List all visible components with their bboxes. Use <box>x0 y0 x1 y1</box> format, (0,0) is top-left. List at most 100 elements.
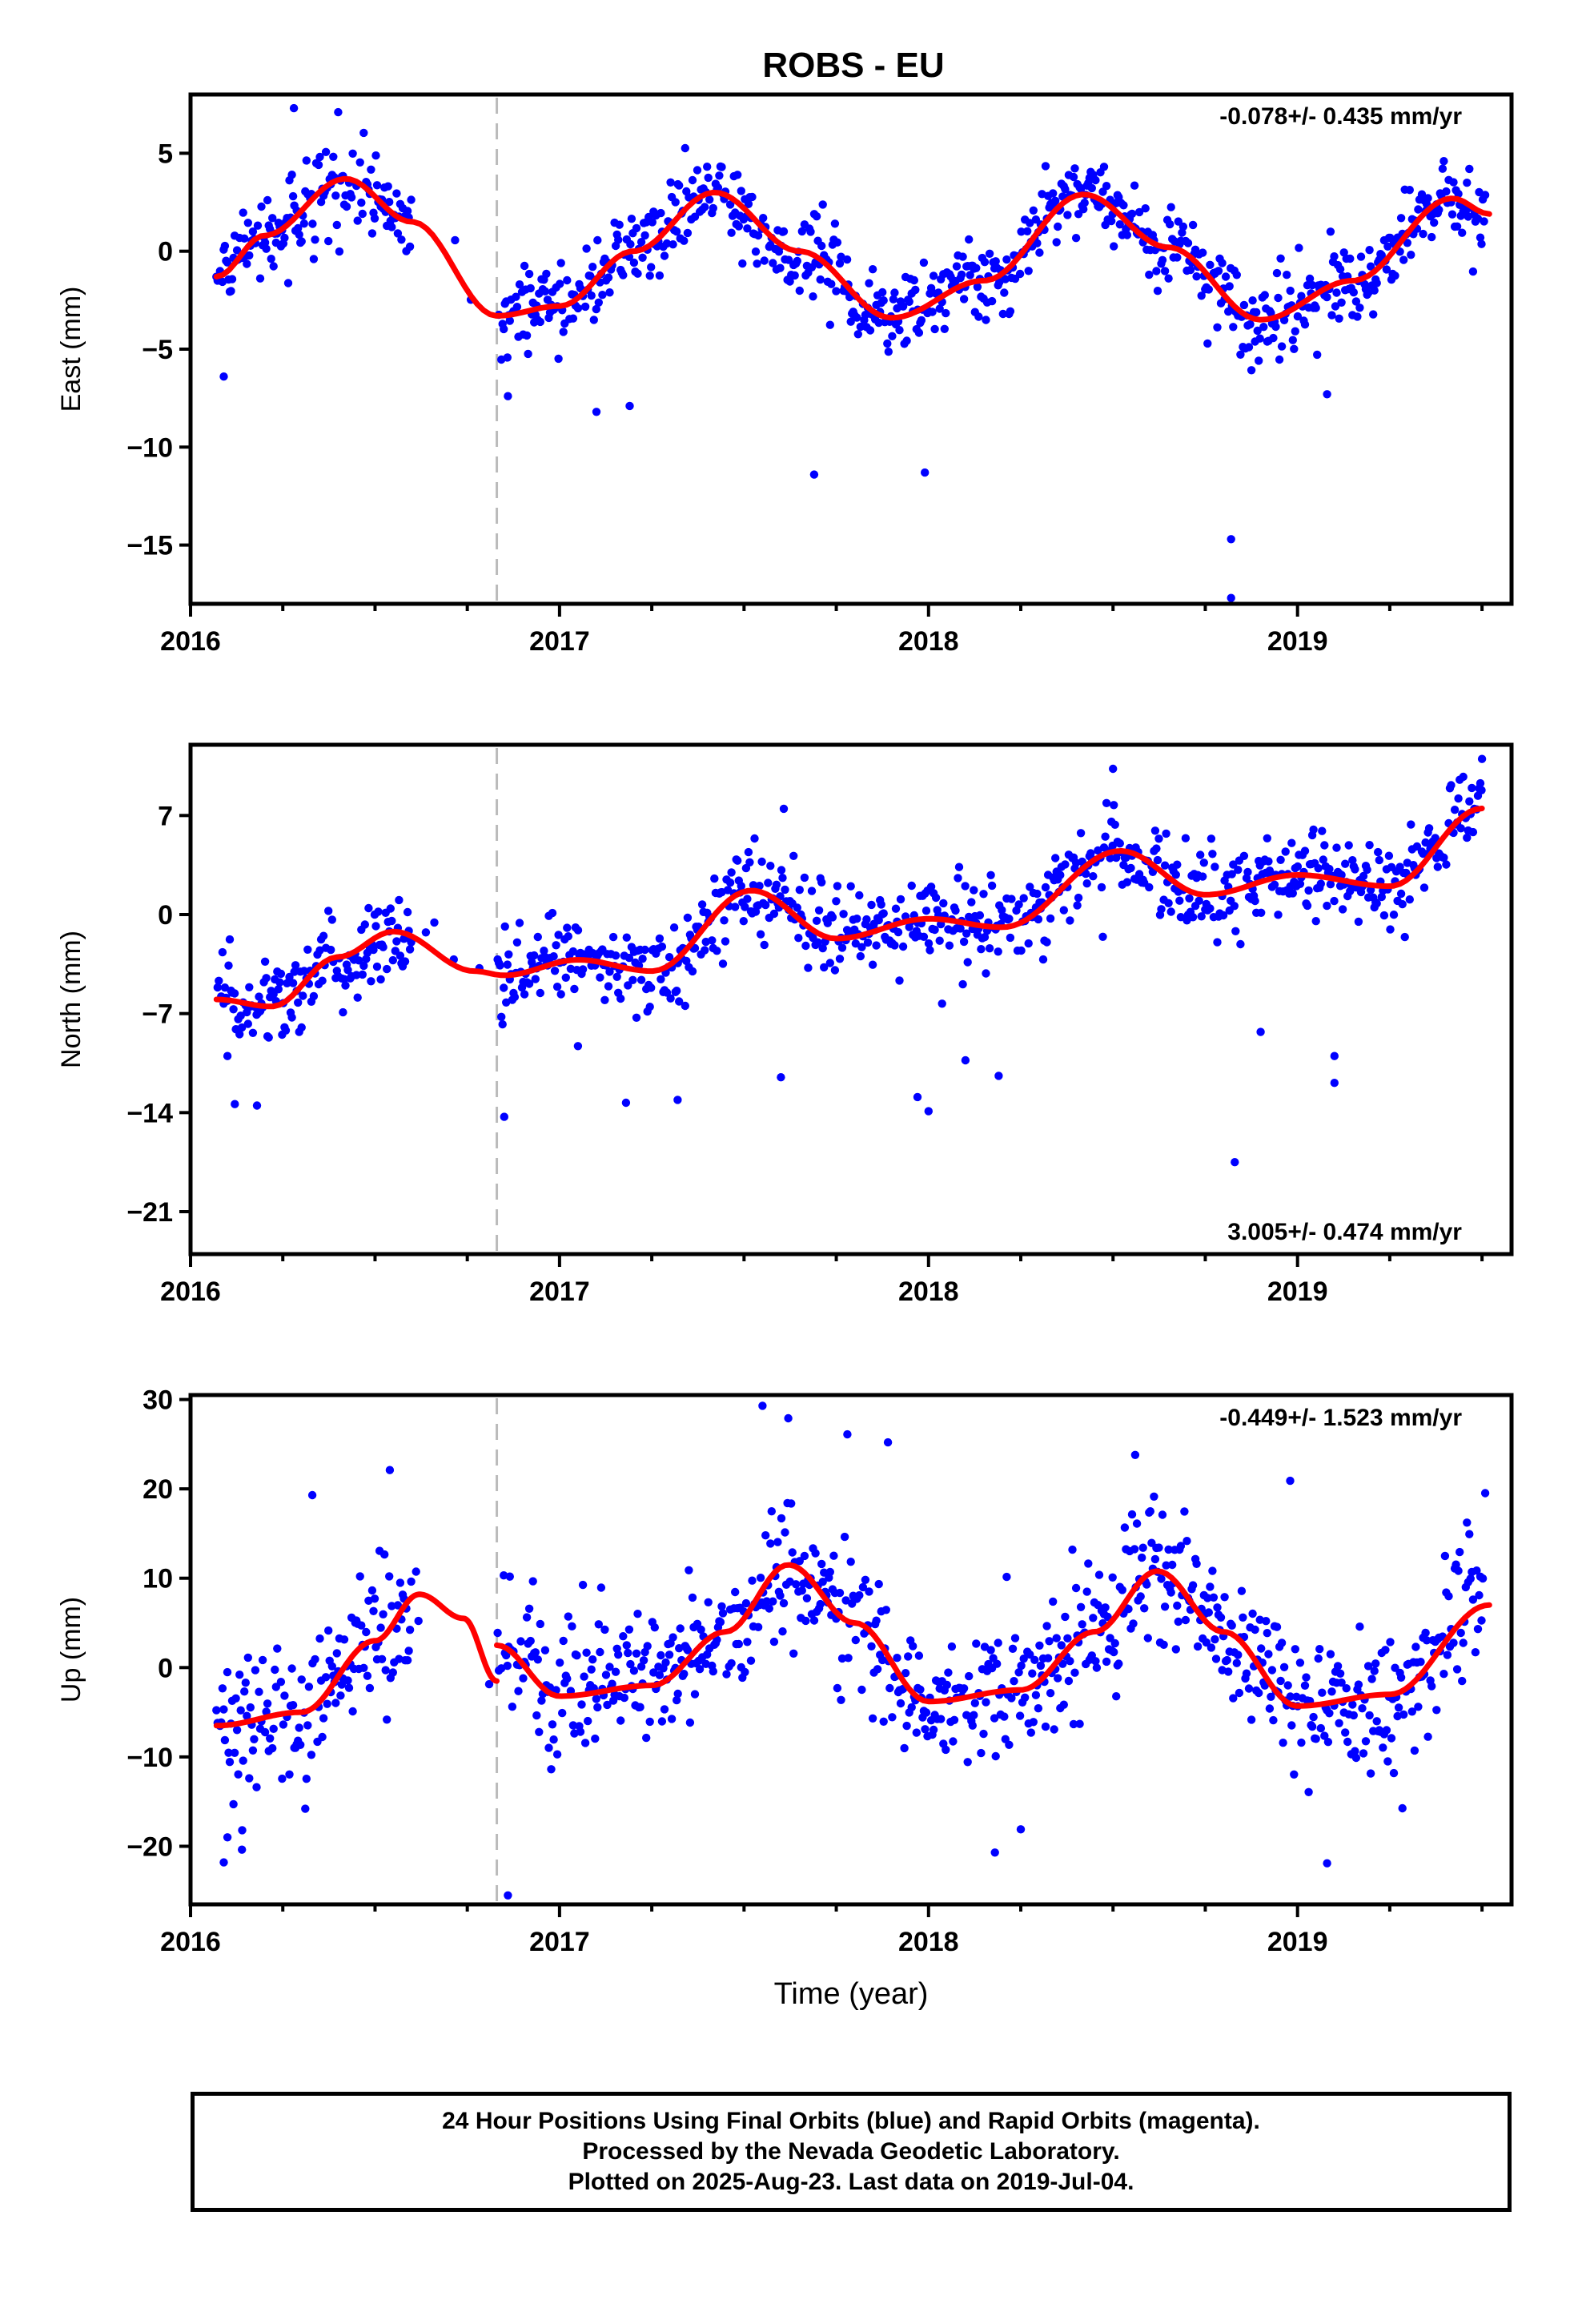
point-up-66 <box>304 1683 314 1691</box>
point-up-220 <box>596 1583 606 1592</box>
point-up-42 <box>269 1724 278 1733</box>
point-up-219 <box>596 1647 604 1657</box>
point-north-459 <box>896 895 905 904</box>
point-north-708 <box>1231 927 1240 936</box>
point-north-105 <box>355 956 363 965</box>
point-north-140 <box>400 957 410 966</box>
point-up-40 <box>266 1734 275 1743</box>
point-up-77 <box>323 1699 331 1708</box>
point-up-22 <box>241 1679 250 1687</box>
point-up-209 <box>584 1716 592 1726</box>
point-north-868 <box>1439 853 1448 862</box>
point-up-769 <box>1315 1645 1324 1654</box>
point-north-676 <box>1188 913 1198 922</box>
point-north-627 <box>1122 878 1132 887</box>
point-up-8 <box>224 1748 233 1757</box>
point-north-683 <box>1197 912 1206 921</box>
point-north-489 <box>938 999 946 1008</box>
point-up-61 <box>297 1675 306 1684</box>
point-up-771 <box>1318 1688 1327 1697</box>
point-east-718 <box>1247 366 1256 375</box>
point-east-453 <box>902 336 911 345</box>
point-up-429 <box>874 1579 883 1589</box>
point-north-660 <box>1166 907 1175 916</box>
point-up-579 <box>1071 1583 1081 1593</box>
point-up-573 <box>1063 1634 1072 1642</box>
point-north-872 <box>1447 781 1456 790</box>
point-north-212 <box>573 926 583 935</box>
point-up-103 <box>355 1572 364 1581</box>
point-up-588 <box>1082 1587 1091 1596</box>
point-up-260 <box>650 1623 659 1632</box>
point-up-656 <box>1166 1588 1175 1597</box>
point-east-172 <box>524 349 532 359</box>
point-up-875 <box>1452 1665 1462 1674</box>
point-up-251 <box>636 1662 646 1671</box>
point-up-715 <box>1244 1684 1254 1693</box>
point-east-316 <box>715 171 724 180</box>
point-east-716 <box>1244 343 1254 352</box>
point-east-701 <box>1225 282 1234 291</box>
point-north-869 <box>1442 860 1451 869</box>
point-east-857 <box>1427 232 1436 242</box>
point-up-707 <box>1234 1651 1243 1659</box>
point-east-8 <box>223 258 232 267</box>
point-east-402 <box>835 259 845 268</box>
point-east-447 <box>895 326 904 335</box>
point-up-772 <box>1320 1731 1329 1740</box>
point-north-316 <box>710 874 719 883</box>
point-east-154 <box>500 324 508 334</box>
point-east-757 <box>1297 292 1306 300</box>
point-east-742 <box>1277 342 1287 351</box>
point-north-120 <box>374 907 383 916</box>
point-north-658 <box>1164 899 1173 908</box>
point-north-298 <box>688 967 697 976</box>
point-north-380 <box>794 934 803 943</box>
point-east-58 <box>287 171 296 179</box>
point-east-70 <box>302 156 311 165</box>
point-up-550 <box>1035 1641 1044 1650</box>
point-east-811 <box>1366 262 1375 271</box>
point-up-242 <box>626 1659 635 1669</box>
point-up-450 <box>904 1652 913 1661</box>
point-east-619 <box>1115 220 1125 229</box>
footnote-line-3: Plotted on 2025-Aug-23. Last data on 201… <box>568 2169 1134 2195</box>
point-up-532 <box>1010 1634 1020 1642</box>
point-up-688 <box>1209 1593 1219 1602</box>
point-up-711 <box>1239 1613 1247 1622</box>
point-up-612 <box>1112 1692 1121 1701</box>
point-north-153 <box>497 1012 506 1022</box>
point-north-281 <box>666 994 675 1003</box>
point-up-756 <box>1297 1738 1306 1747</box>
point-up-63 <box>301 1804 310 1813</box>
point-north-406 <box>830 966 840 975</box>
point-up-834 <box>1398 1803 1407 1813</box>
point-east-76 <box>311 235 319 244</box>
point-north-104 <box>353 993 362 1002</box>
point-up-165 <box>522 1613 532 1622</box>
point-east-380 <box>806 227 815 236</box>
point-up-381 <box>809 1616 819 1625</box>
point-north-432 <box>863 938 873 947</box>
point-up-700 <box>1224 1667 1233 1676</box>
point-east-253 <box>632 223 641 233</box>
point-up-481 <box>942 1680 952 1690</box>
point-up-748 <box>1286 1692 1295 1701</box>
point-up-208 <box>582 1648 591 1657</box>
point-north-593 <box>1076 829 1086 838</box>
point-up-569 <box>1058 1659 1067 1668</box>
point-up-818 <box>1379 1743 1387 1752</box>
point-east-362 <box>779 227 789 236</box>
point-east-533 <box>1006 307 1015 316</box>
point-north-431 <box>862 915 871 924</box>
point-up-808 <box>1366 1769 1375 1778</box>
point-up-795 <box>1349 1711 1359 1720</box>
plot-frame-up <box>188 1393 1514 1907</box>
footnote-line-1: 24 Hour Positions Using Final Orbits (bl… <box>442 2108 1260 2134</box>
point-east-133 <box>387 223 396 231</box>
point-east-530 <box>1002 255 1011 264</box>
point-up-603 <box>1101 1603 1110 1612</box>
point-up-122 <box>380 1550 389 1559</box>
x-ticks-up: 2016 2017 2018 2019 <box>160 1904 1484 1957</box>
